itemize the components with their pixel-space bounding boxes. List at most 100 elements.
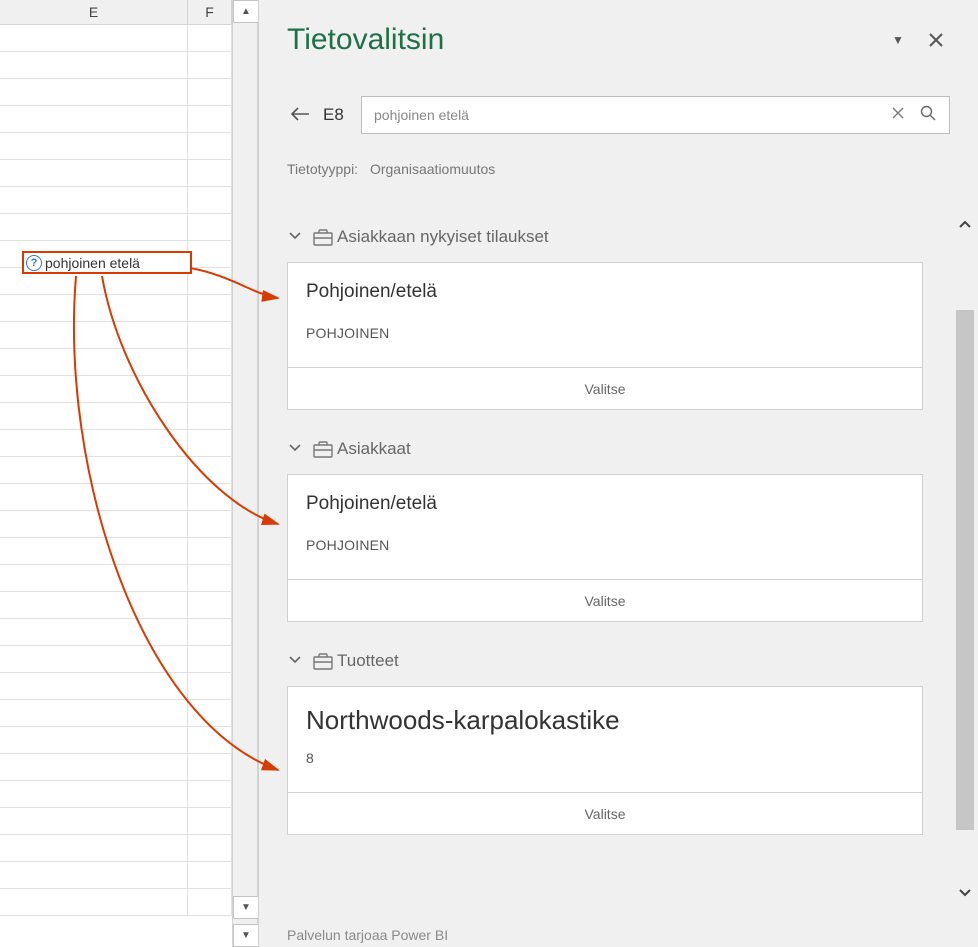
grid-row[interactable] [0,133,258,160]
grid-row[interactable] [0,160,258,187]
grid-row[interactable] [0,727,258,754]
pane-menu-icon[interactable]: ▼ [884,26,912,54]
cell[interactable] [0,511,188,538]
col-header-f[interactable]: F [188,0,232,24]
grid-row[interactable] [0,322,258,349]
cell[interactable] [0,727,188,754]
grid-row[interactable] [0,430,258,457]
cell[interactable] [0,160,188,187]
cell[interactable] [188,295,232,322]
grid-row[interactable] [0,214,258,241]
sheet-scrollbar[interactable]: ▲ ▼ ▼ [232,0,258,947]
cell[interactable] [188,727,232,754]
grid-row[interactable] [0,808,258,835]
cell[interactable] [188,52,232,79]
grid-row[interactable] [0,754,258,781]
cell[interactable] [0,592,188,619]
cell[interactable] [188,565,232,592]
grid-row[interactable] [0,538,258,565]
grid-row[interactable] [0,646,258,673]
search-input[interactable]: pohjoinen etelä [361,96,950,134]
grid-row[interactable] [0,52,258,79]
cell[interactable] [188,349,232,376]
grid-row[interactable] [0,592,258,619]
cell[interactable] [188,646,232,673]
grid-row[interactable] [0,700,258,727]
cell[interactable] [0,754,188,781]
cell[interactable] [0,646,188,673]
cell[interactable] [188,484,232,511]
cell[interactable] [188,25,232,52]
cell[interactable] [188,619,232,646]
cell[interactable] [188,160,232,187]
grid-row[interactable] [0,457,258,484]
cell[interactable] [0,781,188,808]
cell[interactable] [188,79,232,106]
grid-row[interactable] [0,511,258,538]
grid-row[interactable] [0,376,258,403]
results-scrollbar[interactable] [952,210,978,907]
cell[interactable] [0,106,188,133]
grid-row[interactable] [0,619,258,646]
cell[interactable] [188,430,232,457]
scroll-up-button[interactable]: ▲ [233,0,259,23]
cell[interactable] [0,862,188,889]
results-scroll-down-icon[interactable] [952,877,978,907]
grid-row[interactable] [0,349,258,376]
grid-row[interactable] [0,187,258,214]
cell[interactable] [188,538,232,565]
cell[interactable] [188,322,232,349]
grid-row[interactable] [0,106,258,133]
select-button[interactable]: Valitse [288,367,922,409]
grid-row[interactable] [0,79,258,106]
cell[interactable] [188,214,232,241]
grid-row[interactable] [0,484,258,511]
cell[interactable] [0,214,188,241]
cell[interactable] [0,376,188,403]
grid-row[interactable] [0,889,258,916]
cell[interactable] [188,187,232,214]
cell[interactable] [0,619,188,646]
grid-row[interactable] [0,835,258,862]
grid-row[interactable] [0,673,258,700]
scroll-down-button-2[interactable]: ▼ [233,924,259,947]
cell[interactable] [188,673,232,700]
cell[interactable] [188,457,232,484]
select-button[interactable]: Valitse [288,792,922,834]
cell[interactable] [0,403,188,430]
cell[interactable] [0,187,188,214]
cell[interactable] [188,376,232,403]
cell[interactable] [188,133,232,160]
cell[interactable] [0,565,188,592]
cell[interactable] [0,889,188,916]
cell[interactable] [0,133,188,160]
cell[interactable] [188,700,232,727]
cell[interactable] [188,889,232,916]
grid-row[interactable] [0,25,258,52]
cell[interactable] [188,862,232,889]
results-scroll-up-icon[interactable] [952,210,978,240]
cell[interactable] [188,268,232,295]
col-header-e[interactable]: E [0,0,188,24]
result-group-header[interactable]: Asiakkaan nykyiset tilaukset [287,218,933,256]
cell[interactable] [0,430,188,457]
grid-row[interactable] [0,295,258,322]
cell[interactable] [0,538,188,565]
back-arrow-icon[interactable] [287,104,313,127]
cell[interactable] [0,349,188,376]
grid-body[interactable] [0,25,258,916]
cell[interactable] [188,835,232,862]
clear-icon[interactable] [883,106,913,124]
search-icon[interactable] [913,105,943,126]
cell[interactable] [188,754,232,781]
cell[interactable] [0,700,188,727]
cell[interactable] [188,403,232,430]
cell[interactable] [0,79,188,106]
cell[interactable] [0,25,188,52]
cell[interactable] [0,808,188,835]
cell[interactable] [0,52,188,79]
cell[interactable] [188,511,232,538]
cell[interactable] [188,106,232,133]
select-button[interactable]: Valitse [288,579,922,621]
results-scroll-thumb[interactable] [956,310,974,830]
